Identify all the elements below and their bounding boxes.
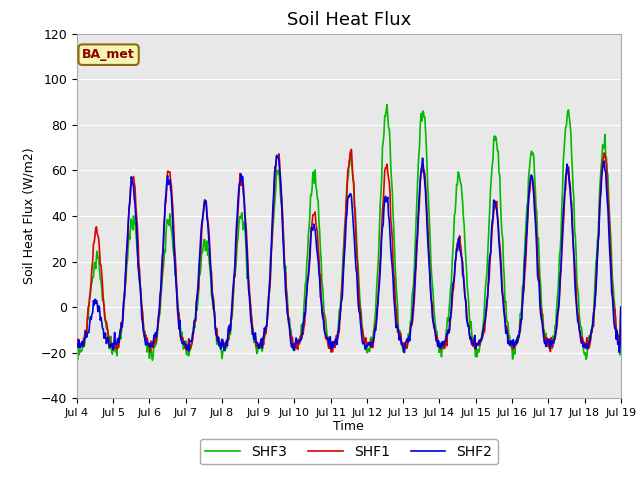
Line: SHF1: SHF1 bbox=[77, 149, 621, 352]
Line: SHF2: SHF2 bbox=[77, 156, 621, 353]
SHF3 bbox=[148, 358, 156, 363]
SHF1 bbox=[73, 342, 81, 348]
Text: BA_met: BA_met bbox=[82, 48, 135, 61]
SHF2 bbox=[223, 337, 230, 343]
Title: Soil Heat Flux: Soil Heat Flux bbox=[287, 11, 411, 29]
SHF2 bbox=[139, 320, 147, 326]
SHF1 bbox=[147, 349, 154, 355]
Y-axis label: Soil Heat Flux (W/m2): Soil Heat Flux (W/m2) bbox=[22, 148, 35, 284]
SHF3 bbox=[195, 289, 202, 295]
X-axis label: Time: Time bbox=[333, 420, 364, 432]
SHF3 bbox=[617, 304, 625, 310]
SHF2 bbox=[273, 153, 280, 158]
SHF3 bbox=[433, 329, 440, 335]
SHF3 bbox=[383, 102, 391, 108]
SHF1 bbox=[223, 340, 231, 346]
SHF1 bbox=[139, 310, 147, 315]
SHF3 bbox=[73, 346, 81, 351]
SHF2 bbox=[401, 350, 408, 356]
SHF3 bbox=[83, 334, 90, 339]
SHF3 bbox=[417, 121, 424, 127]
SHF1 bbox=[83, 329, 90, 335]
Line: SHF3: SHF3 bbox=[77, 105, 621, 360]
SHF2 bbox=[73, 341, 81, 347]
SHF2 bbox=[83, 334, 90, 340]
SHF2 bbox=[194, 284, 202, 290]
SHF1 bbox=[433, 337, 440, 343]
SHF1 bbox=[348, 146, 355, 152]
SHF1 bbox=[195, 286, 202, 291]
SHF1 bbox=[617, 304, 625, 310]
SHF3 bbox=[139, 314, 147, 320]
SHF2 bbox=[617, 304, 625, 310]
SHF2 bbox=[433, 338, 440, 344]
SHF1 bbox=[417, 177, 424, 182]
SHF2 bbox=[417, 178, 424, 184]
SHF3 bbox=[223, 336, 231, 342]
Legend: SHF3, SHF1, SHF2: SHF3, SHF1, SHF2 bbox=[200, 439, 498, 465]
